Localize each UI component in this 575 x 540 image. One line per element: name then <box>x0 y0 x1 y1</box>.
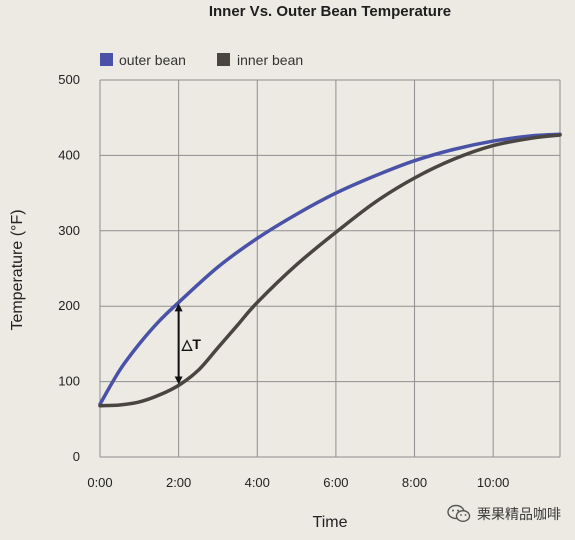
legend-label-inner-bean: inner bean <box>237 52 303 68</box>
legend-label-outer-bean: outer bean <box>119 52 186 68</box>
chart-title: Inner Vs. Outer Bean Temperature <box>209 3 451 20</box>
tick-labels: 0:00 2:00 4:00 6:00 8:00 10:00 0 100 200 300 400 50… <box>58 72 509 490</box>
legend: outer bean inner bean <box>100 52 303 68</box>
y-tick-label: 200 <box>58 298 80 313</box>
delta-t-annotation: △T <box>174 303 202 385</box>
legend-swatch-inner-bean <box>217 53 230 66</box>
gridlines <box>99 79 561 458</box>
x-tick-label: 6:00 <box>323 475 348 490</box>
watermark: 栗果精品咖啡 <box>447 504 561 524</box>
y-tick-label: 300 <box>58 223 80 238</box>
x-tick-label: 4:00 <box>245 475 270 490</box>
x-tick-label: 10:00 <box>477 475 510 490</box>
watermark-text: 栗果精品咖啡 <box>477 507 561 523</box>
y-tick-label: 500 <box>58 72 80 87</box>
x-tick-label: 0:00 <box>87 475 112 490</box>
x-axis-label: Time <box>313 514 348 531</box>
series-line-inner-bean <box>98 133 562 408</box>
delta-t-label: △T <box>181 336 202 352</box>
x-tick-label: 2:00 <box>166 475 191 490</box>
y-axis-label: Temperature (°F) <box>9 209 26 330</box>
y-tick-label: 400 <box>58 147 80 162</box>
series-line-outer-bean <box>98 132 562 406</box>
y-tick-label: 100 <box>58 374 80 389</box>
legend-swatch-outer-bean <box>100 53 113 66</box>
wechat-icon <box>447 504 471 523</box>
x-tick-label: 8:00 <box>402 475 427 490</box>
y-tick-label: 0 <box>73 449 80 464</box>
series-lines <box>98 132 562 408</box>
